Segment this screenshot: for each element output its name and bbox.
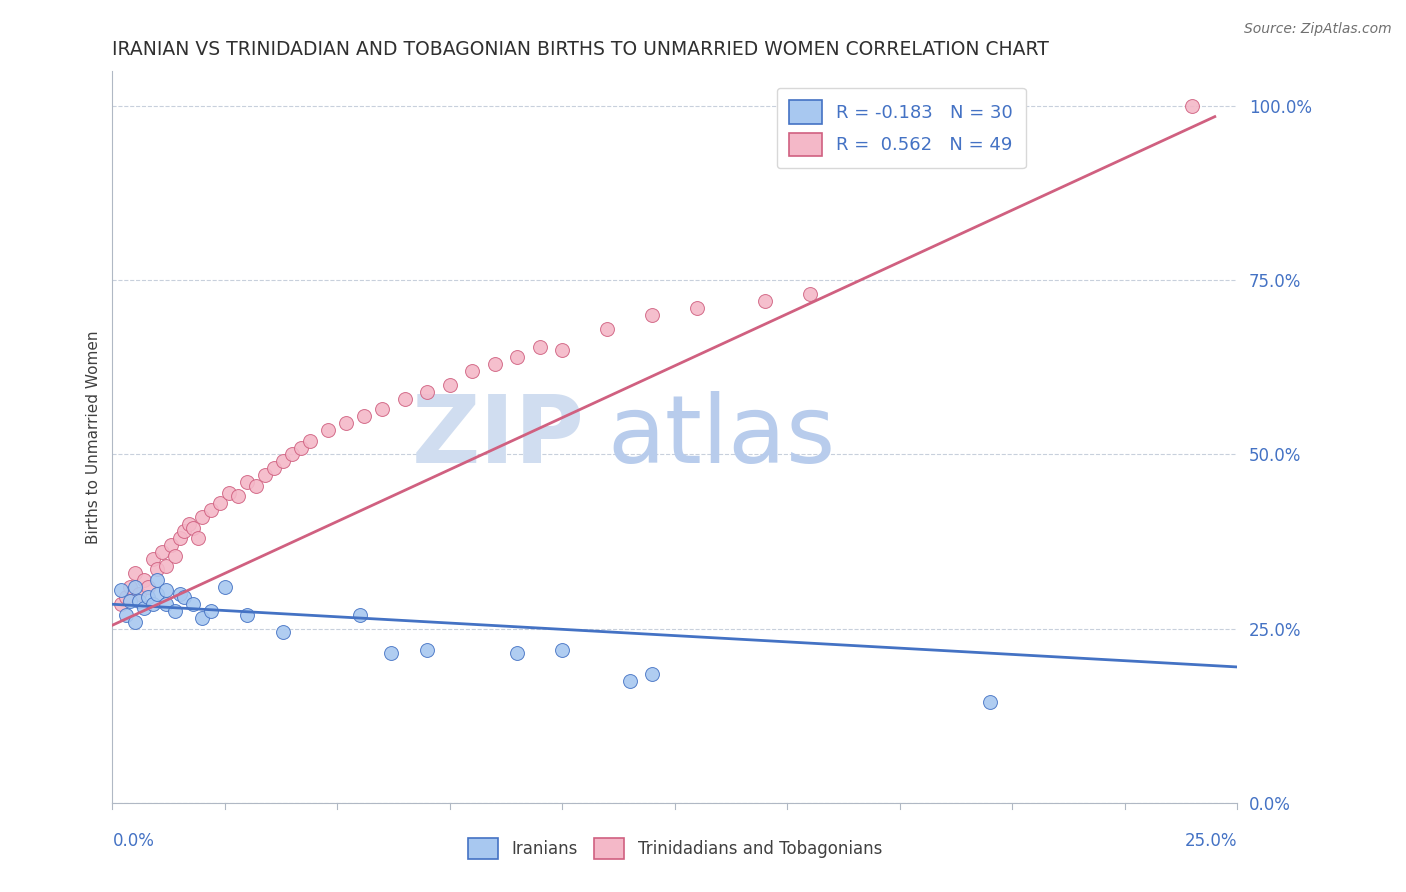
- Point: [228, 489, 250, 503]
- Point: [299, 434, 322, 448]
- Point: [394, 392, 416, 406]
- Point: [353, 409, 375, 424]
- Point: [641, 667, 664, 681]
- Point: [380, 646, 402, 660]
- Point: [132, 600, 155, 615]
- Point: [218, 485, 240, 500]
- Point: [254, 468, 277, 483]
- Point: [236, 607, 259, 622]
- Text: Source: ZipAtlas.com: Source: ZipAtlas.com: [1244, 22, 1392, 37]
- Point: [506, 350, 529, 364]
- Point: [155, 597, 177, 611]
- Point: [686, 301, 709, 316]
- Point: [173, 591, 195, 605]
- Point: [124, 566, 146, 580]
- Point: [146, 562, 169, 576]
- Point: [169, 587, 191, 601]
- Point: [551, 642, 574, 657]
- Point: [120, 580, 142, 594]
- Point: [191, 611, 214, 625]
- Point: [290, 441, 312, 455]
- Text: atlas: atlas: [607, 391, 835, 483]
- Point: [281, 448, 304, 462]
- Point: [183, 597, 205, 611]
- Point: [200, 503, 222, 517]
- Point: [120, 594, 142, 608]
- Point: [110, 597, 132, 611]
- Point: [173, 524, 195, 538]
- Point: [273, 625, 295, 640]
- Point: [236, 475, 259, 490]
- Point: [183, 521, 205, 535]
- Point: [187, 531, 209, 545]
- Point: [165, 604, 187, 618]
- Text: ZIP: ZIP: [412, 391, 585, 483]
- Point: [335, 416, 357, 430]
- Point: [371, 402, 394, 417]
- Point: [754, 294, 776, 309]
- Point: [124, 580, 146, 594]
- Text: IRANIAN VS TRINIDADIAN AND TOBAGONIAN BIRTHS TO UNMARRIED WOMEN CORRELATION CHAR: IRANIAN VS TRINIDADIAN AND TOBAGONIAN BI…: [112, 39, 1049, 59]
- Point: [200, 604, 222, 618]
- Point: [416, 642, 439, 657]
- Point: [214, 580, 236, 594]
- Point: [979, 695, 1001, 709]
- Point: [177, 517, 200, 532]
- Point: [619, 673, 641, 688]
- Point: [506, 646, 529, 660]
- Y-axis label: Births to Unmarried Women: Births to Unmarried Women: [86, 330, 101, 544]
- Point: [155, 558, 177, 573]
- Point: [273, 454, 295, 468]
- Point: [1181, 99, 1204, 113]
- Point: [596, 322, 619, 336]
- Point: [191, 510, 214, 524]
- Point: [132, 573, 155, 587]
- Point: [155, 583, 177, 598]
- Point: [160, 538, 183, 552]
- Point: [142, 597, 165, 611]
- Point: [263, 461, 285, 475]
- Point: [484, 357, 506, 371]
- Point: [146, 573, 169, 587]
- Point: [641, 308, 664, 322]
- Point: [318, 423, 340, 437]
- Legend: Iranians, Trinidadians and Tobagonians: Iranians, Trinidadians and Tobagonians: [460, 830, 890, 868]
- Point: [349, 607, 371, 622]
- Point: [245, 479, 267, 493]
- Point: [115, 607, 138, 622]
- Point: [142, 552, 165, 566]
- Point: [115, 591, 138, 605]
- Point: [128, 587, 150, 601]
- Point: [551, 343, 574, 357]
- Point: [529, 339, 551, 353]
- Point: [138, 591, 160, 605]
- Point: [110, 583, 132, 598]
- Point: [169, 531, 191, 545]
- Text: 25.0%: 25.0%: [1185, 832, 1237, 850]
- Point: [150, 545, 173, 559]
- Point: [146, 587, 169, 601]
- Point: [209, 496, 232, 510]
- Point: [461, 364, 484, 378]
- Point: [165, 549, 187, 563]
- Point: [128, 594, 150, 608]
- Point: [138, 580, 160, 594]
- Text: 0.0%: 0.0%: [112, 832, 155, 850]
- Point: [416, 384, 439, 399]
- Point: [799, 287, 821, 301]
- Point: [439, 377, 461, 392]
- Point: [124, 615, 146, 629]
